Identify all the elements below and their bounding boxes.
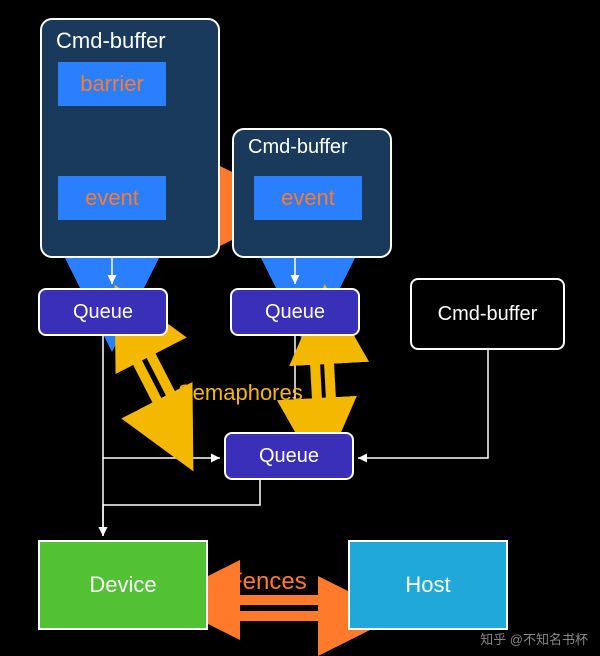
queue-2: Queue [230,288,360,336]
device-label: Device [89,572,156,598]
event-2-label: event [281,185,335,211]
queue-1-label: Queue [73,301,133,324]
event-1-label: event [85,185,139,211]
queue-3: Queue [224,432,354,480]
barrier-box: barrier [58,62,166,106]
fences-label: Fences [228,568,307,596]
barrier-label: barrier [80,71,144,97]
semaphores-label: Semaphores [178,380,303,406]
host-label: Host [405,572,450,598]
cmd-buffer-2-label: Cmd-buffer [248,136,348,159]
watermark: 知乎 @不知名书杯 [480,629,588,648]
cmd-buffer-1: Cmd-buffer [40,18,220,258]
queue-3-label: Queue [259,445,319,468]
cmd-buffer-3: Cmd-buffer [410,278,565,350]
queue-2-label: Queue [265,301,325,324]
host-box: Host [348,540,508,630]
device-box: Device [38,540,208,630]
cmd-buffer-3-label: Cmd-buffer [438,303,538,326]
cmd-buffer-1-label: Cmd-buffer [56,28,166,54]
event-box-2: event [254,176,362,220]
event-box-1: event [58,176,166,220]
queue-1: Queue [38,288,168,336]
